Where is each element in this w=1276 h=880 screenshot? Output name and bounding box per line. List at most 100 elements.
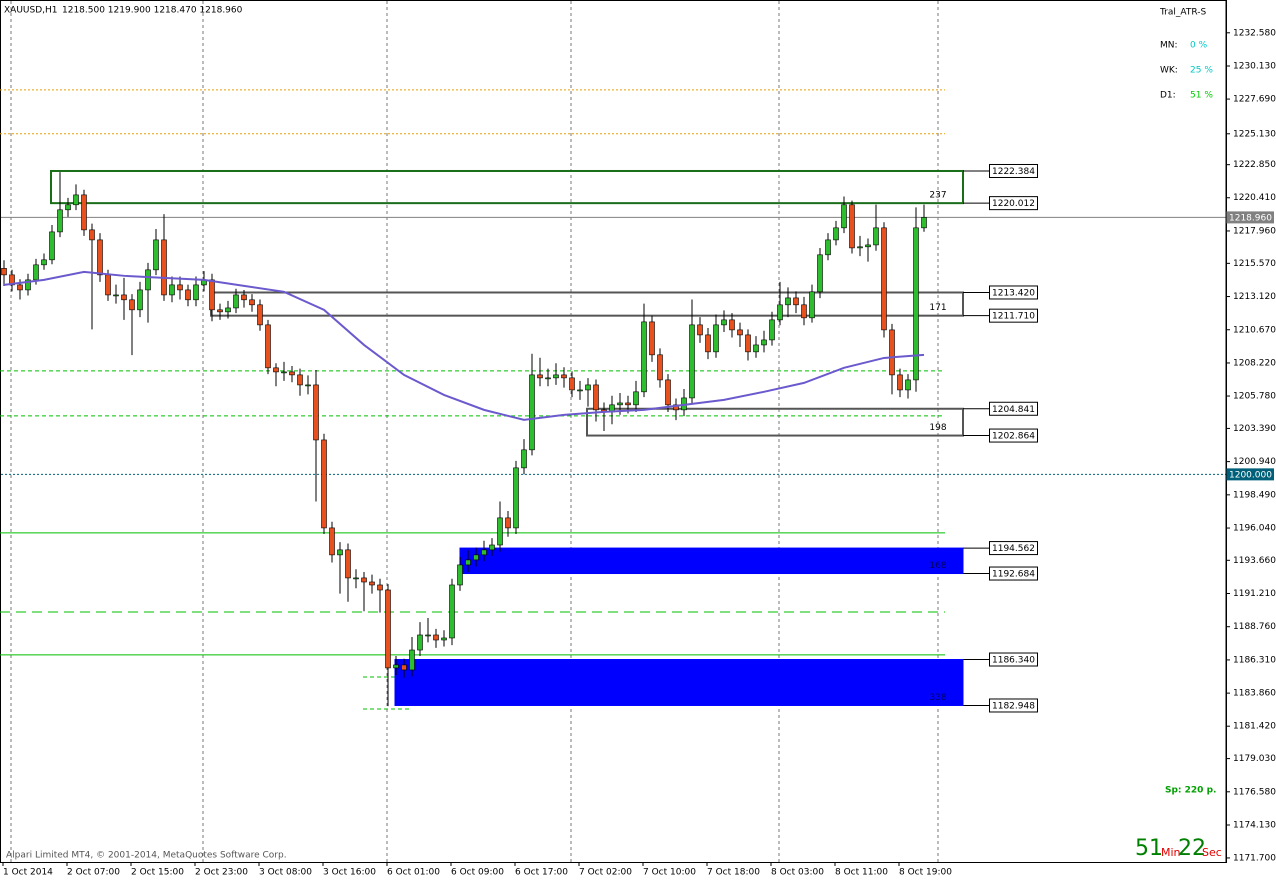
zone-price-box	[989, 401, 1038, 416]
candle-body	[769, 319, 775, 341]
candle-body	[161, 239, 167, 296]
candle-body	[249, 299, 255, 306]
candle-body	[777, 304, 783, 321]
candle-body	[145, 269, 151, 291]
x-tick-label: 2 Oct 07:00	[67, 868, 120, 878]
zone-price-label: 1204.841	[992, 405, 1035, 415]
candle-body	[481, 549, 487, 556]
candle-body	[497, 517, 503, 546]
y-tick-label: 1230.130	[1233, 62, 1276, 72]
candle-body	[193, 284, 199, 301]
y-tick-label: 1183.860	[1233, 689, 1276, 699]
candle-body	[513, 467, 519, 529]
zone-size-label: 237	[929, 191, 946, 201]
candle-body	[425, 634, 431, 637]
candle-body	[641, 321, 647, 393]
copyright: Alpari Limited MT4, © 2001-2014, MetaQuo…	[6, 851, 287, 861]
indicator-row-value: 51 %	[1190, 91, 1213, 101]
zone-price-label: 1182.948	[992, 701, 1035, 711]
y-tick-label: 1217.960	[1233, 226, 1276, 236]
candle-body	[505, 517, 511, 529]
candle-body	[265, 324, 271, 369]
y-tick-label: 1215.570	[1233, 259, 1276, 269]
candle-body	[849, 204, 855, 249]
candle-body	[529, 374, 535, 451]
x-tick-label: 7 Oct 02:00	[579, 868, 632, 878]
y-tick-label: 1171.700	[1233, 853, 1276, 863]
indicator-row-value: 0 %	[1190, 41, 1208, 51]
candle-body	[553, 374, 559, 379]
candle-body	[649, 321, 655, 356]
candle-body	[625, 402, 631, 406]
candle-body	[65, 204, 71, 211]
candle-body	[17, 284, 23, 291]
candle-body	[273, 367, 279, 373]
zone-price-box	[989, 285, 1038, 300]
zone-price-label: 1186.340	[992, 656, 1035, 666]
candle-body	[49, 231, 55, 261]
candle-body	[209, 279, 215, 311]
timer-minutes-unit: Min	[1161, 846, 1181, 859]
candle-body	[441, 637, 447, 641]
candle-body	[409, 649, 415, 671]
spread: Sp: 220 p.	[1165, 786, 1216, 796]
candle-body	[761, 339, 767, 346]
symbol-title: XAUUSD,H1	[4, 6, 58, 16]
y-tick-label: 1198.490	[1233, 490, 1276, 500]
candle-body	[257, 304, 263, 326]
candle-body	[881, 227, 887, 331]
x-tick-label: 7 Oct 10:00	[643, 868, 696, 878]
candle-body	[305, 384, 311, 387]
candle-body	[569, 377, 575, 391]
y-tick-label: 1186.310	[1233, 655, 1276, 665]
candle-body	[489, 544, 495, 551]
candle-body	[297, 374, 303, 386]
zone-price-label: 1192.684	[992, 570, 1035, 580]
zone-price-box	[989, 698, 1038, 713]
candle-body	[825, 239, 831, 256]
candle-body	[657, 354, 663, 381]
indicator-name: Tral_ATR-S	[1159, 8, 1206, 18]
candle-body	[105, 274, 111, 296]
y-tick-label: 1181.420	[1233, 722, 1276, 732]
x-tick-label: 2 Oct 23:00	[195, 868, 248, 878]
zone-price-box	[989, 308, 1038, 323]
candle-body	[1, 268, 7, 276]
zone-price-box	[989, 652, 1038, 667]
indicator-row-label: D1:	[1160, 91, 1176, 101]
candle-body	[89, 229, 95, 241]
indicator-row-label: WK:	[1160, 66, 1178, 76]
y-tick-label: 1220.410	[1233, 193, 1276, 203]
candle-body	[577, 389, 583, 392]
moving-average	[3, 270, 925, 421]
y-tick-label: 1174.130	[1233, 820, 1276, 830]
price-tag-label: 1200.000	[1229, 470, 1272, 480]
candle-body	[857, 246, 863, 249]
candle-body	[433, 634, 439, 641]
zone-price-label: 1213.420	[992, 288, 1035, 298]
candle-body	[841, 204, 847, 229]
candle-body	[633, 391, 639, 406]
zone-price-label: 1202.864	[992, 432, 1035, 442]
candle-body	[617, 402, 623, 406]
candle-body	[113, 294, 119, 297]
candle-body	[329, 527, 335, 556]
candle-body	[889, 329, 895, 376]
x-tick-label: 2 Oct 15:00	[131, 868, 184, 878]
price-tag-label: 1218.960	[1229, 213, 1272, 223]
x-tick-label: 6 Oct 01:00	[387, 868, 440, 878]
x-tick-label: 6 Oct 09:00	[451, 868, 504, 878]
candle-body	[313, 384, 319, 441]
x-tick-label: 6 Oct 17:00	[515, 868, 568, 878]
candle-body	[729, 319, 735, 331]
candle-body	[737, 329, 743, 336]
y-tick-label: 1208.220	[1233, 358, 1276, 368]
candle-body	[545, 377, 551, 380]
candle-body	[321, 439, 327, 529]
x-tick-label: 8 Oct 19:00	[899, 868, 952, 878]
price-tag	[1226, 211, 1274, 224]
indicator-row-value: 25 %	[1190, 66, 1213, 76]
candle-body	[401, 664, 407, 671]
candle-body	[129, 299, 135, 311]
